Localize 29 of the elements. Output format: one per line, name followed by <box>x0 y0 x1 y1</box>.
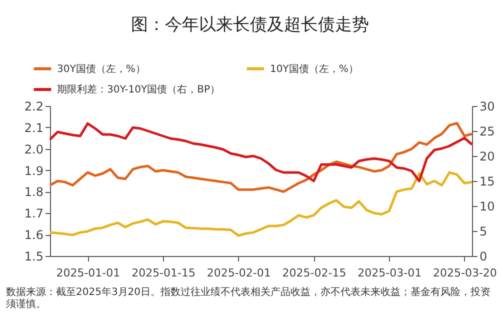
legend-label: 期限利差：30Y-10Y国债（右，BP） <box>57 84 220 96</box>
x-tick-label: 2025-01-01 <box>56 266 120 280</box>
legend-label: 10Y国债（左，%） <box>270 62 358 75</box>
y-tick-label: 1.8 <box>24 185 44 200</box>
y-tick-label: 1.7 <box>24 206 44 221</box>
y-tick-label: 1.6 <box>24 228 44 242</box>
x-tick-label: 2025-02-01 <box>206 266 271 280</box>
y-tick-label: 1.9 <box>24 164 44 178</box>
y-tick-label: 1.5 <box>24 250 44 264</box>
x-tick-label: 2025-01-15 <box>132 266 196 280</box>
y2-tick-label: 15 <box>480 174 495 188</box>
y-tick-label: 2.0 <box>24 142 44 156</box>
line-series <box>48 122 474 182</box>
source-note: 数据来源：截至2025年3月20日。指数过往业绩不代表相关产品收益，亦不代表未来收益；基金有风险，投资须谨慎。 <box>6 287 492 311</box>
y2-tick-label: 30 <box>480 100 495 114</box>
legend-label: 30Y国债（左，%） <box>57 62 146 75</box>
y2-tick-label: 25 <box>480 124 495 138</box>
x-tick-label: 2025-03-20 <box>432 266 497 280</box>
line-series <box>48 122 474 193</box>
y2-tick-label: 20 <box>480 150 495 164</box>
chart-title: 图：今年以来长债及超长债走势 <box>131 15 369 35</box>
y2-tick-label: 0 <box>480 250 488 264</box>
line-series <box>48 171 474 237</box>
x-tick-label: 2025-03-01 <box>358 266 422 280</box>
x-tick-label: 2025-02-15 <box>282 266 346 280</box>
y2-tick-label: 5 <box>480 224 488 238</box>
y-tick-label: 2.2 <box>24 100 44 114</box>
y-tick-label: 2.1 <box>24 120 44 135</box>
y2-tick-label: 10 <box>480 200 495 214</box>
